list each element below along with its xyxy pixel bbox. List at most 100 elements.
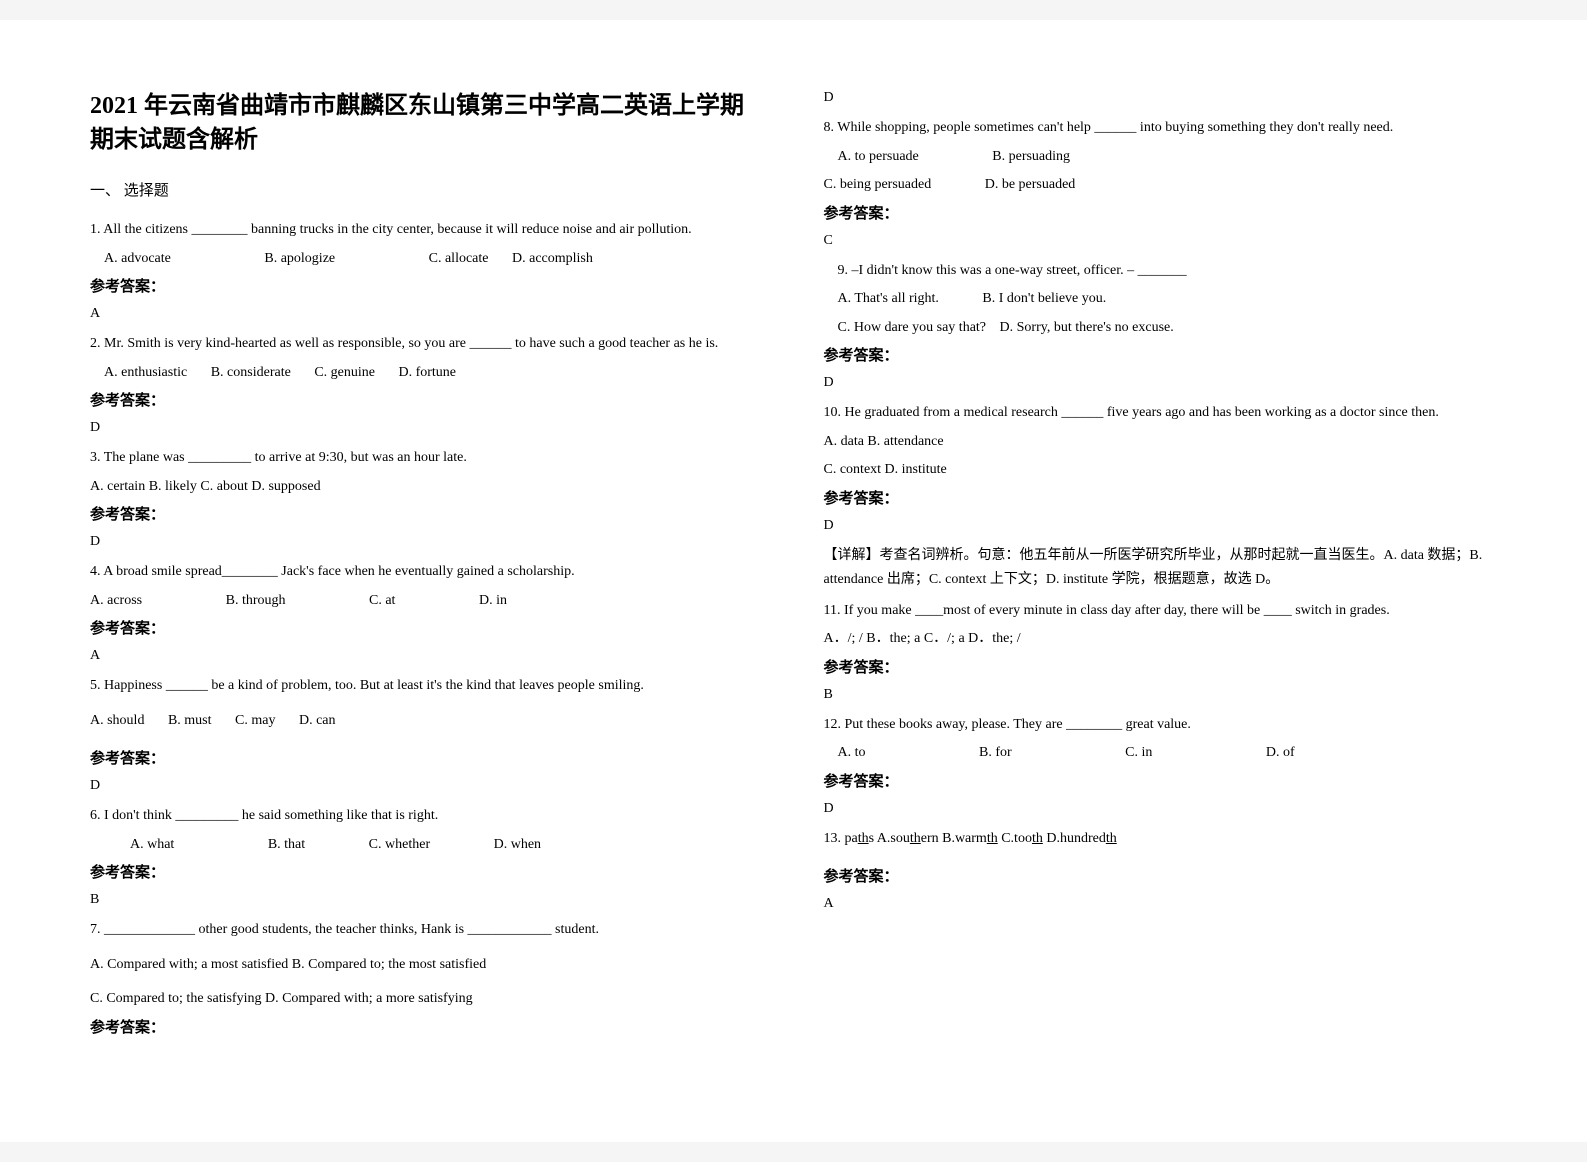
q11-opts: A．/; / B．the; a C．/; a D．the; / xyxy=(824,627,1498,652)
q9-options-1: A. That's all right. B. I don't believe … xyxy=(824,287,1498,312)
q13-pre: 13. pa xyxy=(824,831,858,846)
q8-c: C. being persuaded xyxy=(824,173,932,198)
q10-ans: D xyxy=(824,518,1498,534)
q13-p1: s A.sou xyxy=(869,831,910,846)
q6-b: B. that xyxy=(268,833,305,858)
q12-ans: D xyxy=(824,801,1498,817)
q12-a: A. to xyxy=(838,741,866,766)
q4-a: A. across xyxy=(90,589,142,614)
q12-c: C. in xyxy=(1125,741,1152,766)
q6-c: C. whether xyxy=(369,833,430,858)
q5-a: A. should xyxy=(90,709,144,734)
q10-ans-label: 参考答案： xyxy=(824,487,1498,508)
q8-d: D. be persuaded xyxy=(985,173,1076,198)
q8-text: 8. While shopping, people sometimes can'… xyxy=(824,116,1498,141)
q7-opts-line2: C. Compared to; the satisfying D. Compar… xyxy=(90,987,764,1012)
q4-d: D. in xyxy=(479,589,507,614)
q1-options: A. advocate B. apologize C. allocate D. … xyxy=(90,247,764,272)
q4-c: C. at xyxy=(369,589,395,614)
q6-ans-label: 参考答案： xyxy=(90,861,764,882)
q1-a: A. advocate xyxy=(104,247,171,272)
q12-options: A. to B. for C. in D. of xyxy=(824,741,1498,766)
q9-ans-label: 参考答案： xyxy=(824,344,1498,365)
q9-d: D. Sorry, but there's no excuse. xyxy=(1000,316,1174,341)
q13-u5: th xyxy=(1106,831,1117,846)
q1-d: D. accomplish xyxy=(512,247,593,272)
q1-ans-label: 参考答案： xyxy=(90,275,764,296)
q12-d: D. of xyxy=(1266,741,1295,766)
q13-u2: th xyxy=(910,831,921,846)
q2-a: A. enthusiastic xyxy=(104,361,187,386)
q9-text: 9. –I didn't know this was a one-way str… xyxy=(824,259,1498,284)
q13-u4: th xyxy=(1032,831,1043,846)
q8-options-1: A. to persuade B. persuading xyxy=(824,145,1498,170)
q10-opts2: C. context D. institute xyxy=(824,458,1498,483)
q6-ans: B xyxy=(90,892,764,908)
document-title: 2021 年云南省曲靖市市麒麟区东山镇第三中学高二英语上学期期末试题含解析 xyxy=(90,90,764,157)
q12-text: 12. Put these books away, please. They a… xyxy=(824,713,1498,738)
q9-c: C. How dare you say that? xyxy=(838,316,987,341)
q3-text: 3. The plane was _________ to arrive at … xyxy=(90,446,764,471)
q11-text: 11. If you make ____most of every minute… xyxy=(824,599,1498,624)
q4-ans-label: 参考答案： xyxy=(90,617,764,638)
q1-text: 1. All the citizens ________ banning tru… xyxy=(90,218,764,243)
q2-c: C. genuine xyxy=(314,361,375,386)
q9-options-2: C. How dare you say that? D. Sorry, but … xyxy=(824,316,1498,341)
q5-ans: D xyxy=(90,778,764,794)
q13-text: 13. paths A.southern B.warmth C.tooth D.… xyxy=(824,827,1498,852)
q10-explain: 【详解】考查名词辨析。句意：他五年前从一所医学研究所毕业，从那时起就一直当医生。… xyxy=(824,544,1498,593)
q1-ans: A xyxy=(90,306,764,322)
q2-text: 2. Mr. Smith is very kind-hearted as wel… xyxy=(90,332,764,357)
q13-p4: D.hundred xyxy=(1043,831,1106,846)
q3-ans-label: 参考答案： xyxy=(90,503,764,524)
q5-c: C. may xyxy=(235,709,275,734)
q3-ans: D xyxy=(90,534,764,550)
q7-ans: D xyxy=(824,90,1498,106)
q8-b: B. persuading xyxy=(992,145,1070,170)
q5-options: A. should B. must C. may D. can xyxy=(90,709,764,734)
q5-d: D. can xyxy=(299,709,336,734)
section-heading: 一、 选择题 xyxy=(90,179,764,200)
q5-b: B. must xyxy=(168,709,212,734)
q2-b: B. considerate xyxy=(211,361,291,386)
q8-ans-label: 参考答案： xyxy=(824,202,1498,223)
q2-ans: D xyxy=(90,420,764,436)
q1-b: B. apologize xyxy=(264,247,335,272)
q1-c: C. allocate xyxy=(429,247,489,272)
q6-a: A. what xyxy=(130,833,174,858)
exam-page: 2021 年云南省曲靖市市麒麟区东山镇第三中学高二英语上学期期末试题含解析 一、… xyxy=(0,20,1587,1142)
left-column: 2021 年云南省曲靖市市麒麟区东山镇第三中学高二英语上学期期末试题含解析 一、… xyxy=(60,90,794,1102)
q9-a: A. That's all right. xyxy=(838,287,939,312)
q13-p2: ern B.warm xyxy=(921,831,987,846)
q2-ans-label: 参考答案： xyxy=(90,389,764,410)
q13-p3: C.too xyxy=(998,831,1032,846)
q7-ans-label: 参考答案： xyxy=(90,1016,764,1037)
q13-u1: th xyxy=(858,831,869,846)
q12-ans-label: 参考答案： xyxy=(824,770,1498,791)
q7-opts-line1: A. Compared with; a most satisfied B. Co… xyxy=(90,953,764,978)
q9-ans: D xyxy=(824,375,1498,391)
q12-b: B. for xyxy=(979,741,1012,766)
q4-options: A. across B. through C. at D. in xyxy=(90,589,764,614)
q4-ans: A xyxy=(90,648,764,664)
q13-u3: th xyxy=(987,831,998,846)
q8-options-2: C. being persuaded D. be persuaded xyxy=(824,173,1498,198)
q10-opts1: A. data B. attendance xyxy=(824,430,1498,455)
q5-ans-label: 参考答案： xyxy=(90,747,764,768)
q5-text: 5. Happiness ______ be a kind of problem… xyxy=(90,674,764,699)
q13-ans-label: 参考答案： xyxy=(824,865,1498,886)
q4-b: B. through xyxy=(226,589,286,614)
q8-a: A. to persuade xyxy=(838,145,919,170)
q6-options: A. what B. that C. whether D. when xyxy=(90,833,764,858)
q3-options: A. certain B. likely C. about D. suppose… xyxy=(90,475,764,500)
q2-d: D. fortune xyxy=(398,361,456,386)
q6-d: D. when xyxy=(494,833,541,858)
q11-ans-label: 参考答案： xyxy=(824,656,1498,677)
q6-text: 6. I don't think _________ he said somet… xyxy=(90,804,764,829)
q8-ans: C xyxy=(824,233,1498,249)
q9-b: B. I don't believe you. xyxy=(982,287,1106,312)
q2-options: A. enthusiastic B. considerate C. genuin… xyxy=(90,361,764,386)
q7-text: 7. _____________ other good students, th… xyxy=(90,918,764,943)
q4-text: 4. A broad smile spread________ Jack's f… xyxy=(90,560,764,585)
q11-ans: B xyxy=(824,687,1498,703)
